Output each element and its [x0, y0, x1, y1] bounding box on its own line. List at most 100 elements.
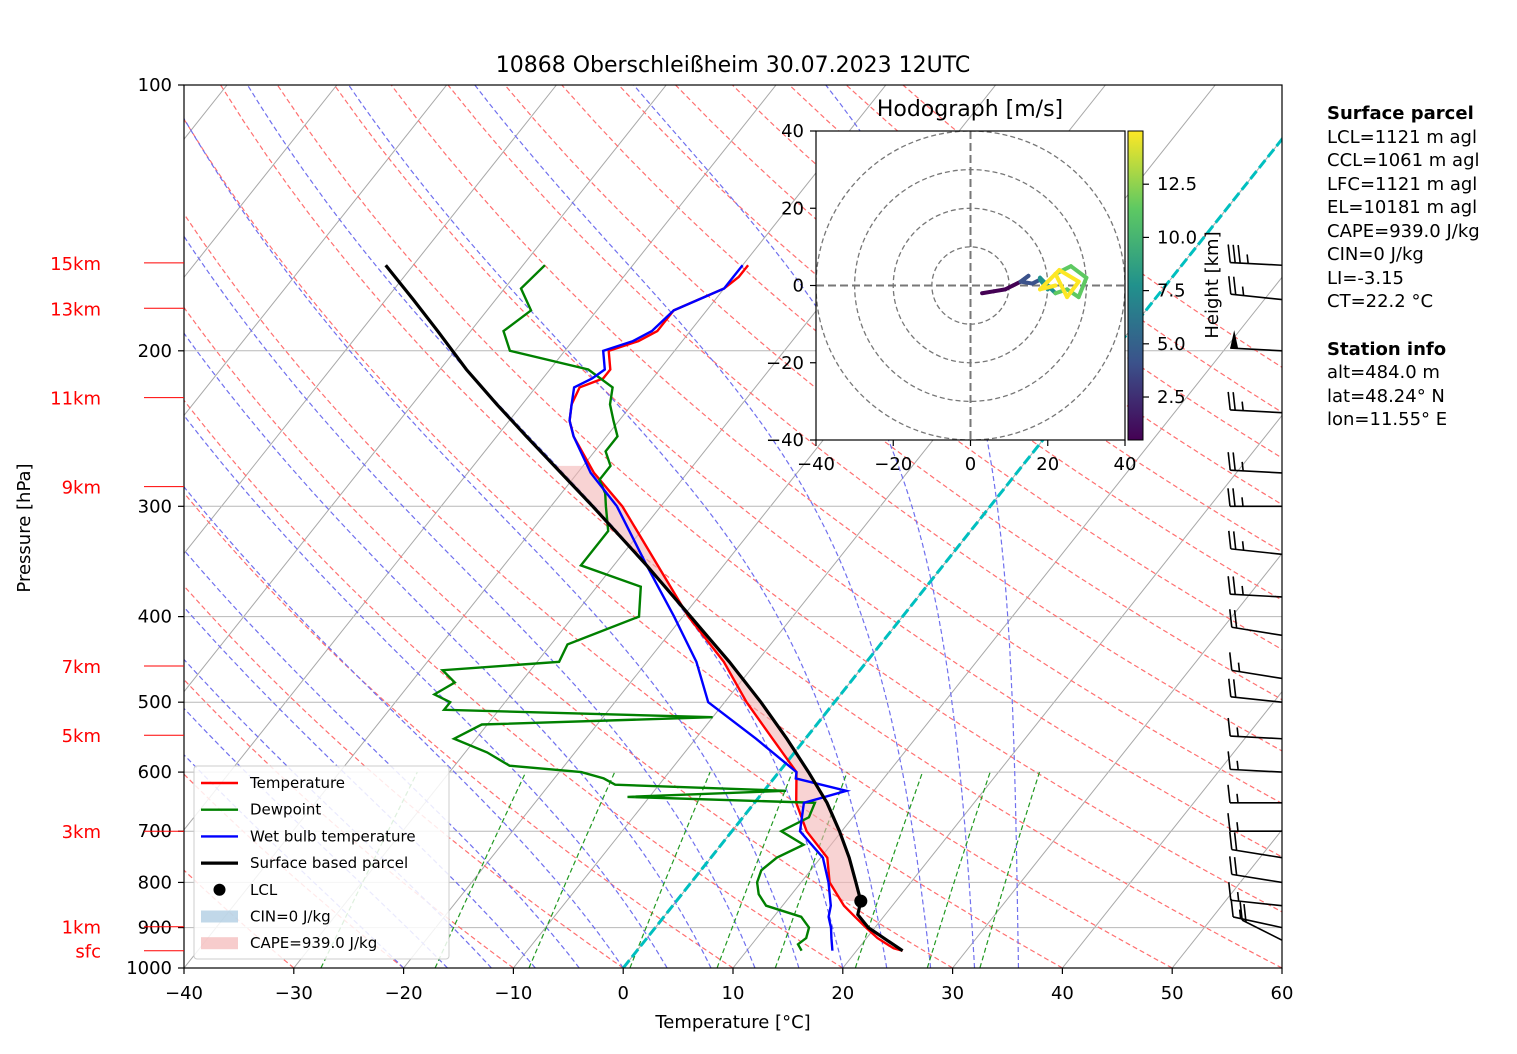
- wind-barb: [1227, 813, 1282, 833]
- dry-adiabat: [184, 117, 1173, 968]
- wind-barb: [1227, 488, 1282, 508]
- x-tick-label: 30: [941, 983, 964, 1004]
- dry-adiabat: [184, 212, 1063, 968]
- mixing-ratio-line: [979, 771, 1041, 968]
- legend-entry: Wet bulb temperature: [250, 827, 416, 845]
- x-tick-label: 20: [831, 983, 854, 1004]
- barb-flag: [1233, 832, 1238, 851]
- barb-staff: [1230, 735, 1283, 740]
- colorbar-label: Height [km]: [1202, 231, 1223, 338]
- height-label: 5km: [62, 726, 101, 747]
- y-tick-label: 900: [138, 918, 172, 939]
- axes: −40 −30 −20 −10 0 10 20 30 40 50 60100200300400500…: [50, 75, 1293, 1004]
- station-info-line: alt=484.0 m: [1327, 362, 1440, 383]
- wind-barb: [1230, 330, 1283, 352]
- moist-adiabat: [184, 235, 756, 968]
- hodograph-segment: [1053, 271, 1070, 300]
- moist-adiabat: [348, 85, 888, 968]
- y-tick-label: 400: [138, 607, 172, 628]
- y-tick-label: 500: [138, 692, 172, 713]
- moist-adiabat: [184, 606, 536, 968]
- mixing-ratio-line: [716, 771, 793, 968]
- barb-half-flag: [1241, 541, 1245, 551]
- y-tick-label: 100: [138, 75, 172, 96]
- wind-barb: [1228, 609, 1283, 637]
- mixing-ratio-line: [774, 771, 848, 968]
- barb-half-flag: [1238, 909, 1242, 919]
- x-tick-label: 0: [617, 983, 628, 1004]
- station-info-header: Station info: [1327, 338, 1447, 360]
- height-label: 3km: [62, 822, 101, 843]
- surface-parcel-line: CIN=0 J/kg: [1327, 244, 1424, 265]
- isotherm: [184, 85, 338, 279]
- hodograph-segment: [1068, 264, 1089, 280]
- moist-adiabat: [184, 117, 800, 968]
- colorbar-tick-label: 10.0: [1157, 227, 1197, 248]
- moist-adiabat: [474, 85, 932, 968]
- legend-entry: Surface based parcel: [250, 854, 408, 872]
- dry-adiabat: [184, 306, 953, 968]
- barb-flag: [1232, 576, 1236, 595]
- moist-adiabat: [184, 549, 580, 968]
- background-lines: [184, 85, 1282, 968]
- legend-entry: LCL: [250, 881, 278, 899]
- isotherm: [1062, 690, 1282, 968]
- hodo-x-tick-label: 20: [1036, 454, 1059, 475]
- barb-staff: [1230, 261, 1283, 267]
- height-label: 7km: [62, 657, 101, 678]
- barb-staff: [1230, 469, 1283, 474]
- barb-flag: [1228, 856, 1233, 875]
- isotherm: [184, 85, 448, 417]
- wind-barb: [1227, 882, 1283, 907]
- barb-flag: [1232, 679, 1237, 698]
- barb-flag: [1227, 813, 1231, 832]
- barb-flag: [1227, 391, 1231, 411]
- hodograph-segment: [1045, 268, 1062, 284]
- barb-flag: [1227, 576, 1231, 595]
- x-tick-label: 10: [722, 983, 745, 1004]
- colorbar-tick-label: 12.5: [1157, 174, 1197, 195]
- hodograph-title: Hodograph [m/s]: [877, 97, 1063, 122]
- wind-barb: [1227, 576, 1283, 598]
- barb-half-flag: [1241, 497, 1244, 507]
- barb-flag: [1227, 244, 1231, 263]
- dry-adiabat: [333, 85, 1282, 858]
- isotherm: [732, 276, 1282, 968]
- moist-adiabat: [184, 414, 668, 968]
- moist-adiabat: [246, 85, 844, 968]
- height-label: 15km: [50, 254, 101, 275]
- hodo-y-tick-label: −20: [766, 353, 804, 374]
- hodograph-segment: [1076, 275, 1089, 300]
- colorbar-tick-label: 2.5: [1157, 387, 1186, 408]
- wind-barb: [1227, 276, 1283, 301]
- isotherm: [184, 85, 667, 693]
- legend-entry: CIN=0 J/kg: [250, 908, 331, 926]
- barb-flag: [1228, 831, 1233, 850]
- y-tick-label: 300: [138, 496, 172, 517]
- surface-parcel-header: Surface parcel: [1327, 103, 1474, 124]
- colorbar-tick-label: 5.0: [1157, 334, 1186, 355]
- y-tick-label: 200: [138, 341, 172, 362]
- x-tick-label: −20: [385, 983, 423, 1004]
- barb-flag: [1232, 531, 1237, 550]
- hodograph-segment: [1065, 279, 1081, 300]
- hodograph-segment: [1057, 268, 1081, 284]
- lcl-marker: [854, 894, 868, 908]
- data-clip: [384, 136, 1282, 968]
- barb-staff: [1231, 626, 1283, 637]
- hodograph: Hodograph [m/s] −40 −20 0 20 40 −40 −20 0 20 40 2.5…: [766, 97, 1223, 475]
- wind-barb: [1228, 652, 1283, 680]
- barb-half-flag: [1241, 286, 1245, 296]
- barb-flag: [1227, 751, 1231, 770]
- dry-adiabat: [184, 678, 514, 968]
- barb-flag: [1227, 530, 1232, 549]
- chart-title: 10868 Oberschleißheim 30.07.2023 12UTC: [496, 53, 971, 78]
- barb-pennant: [1230, 330, 1239, 349]
- barb-flag: [1227, 678, 1232, 697]
- barb-flag: [1227, 784, 1231, 803]
- hodograph-segment: [1065, 287, 1081, 300]
- dry-adiabat: [184, 399, 844, 968]
- barb-half-flag: [1246, 254, 1249, 264]
- barb-staff: [1230, 293, 1283, 301]
